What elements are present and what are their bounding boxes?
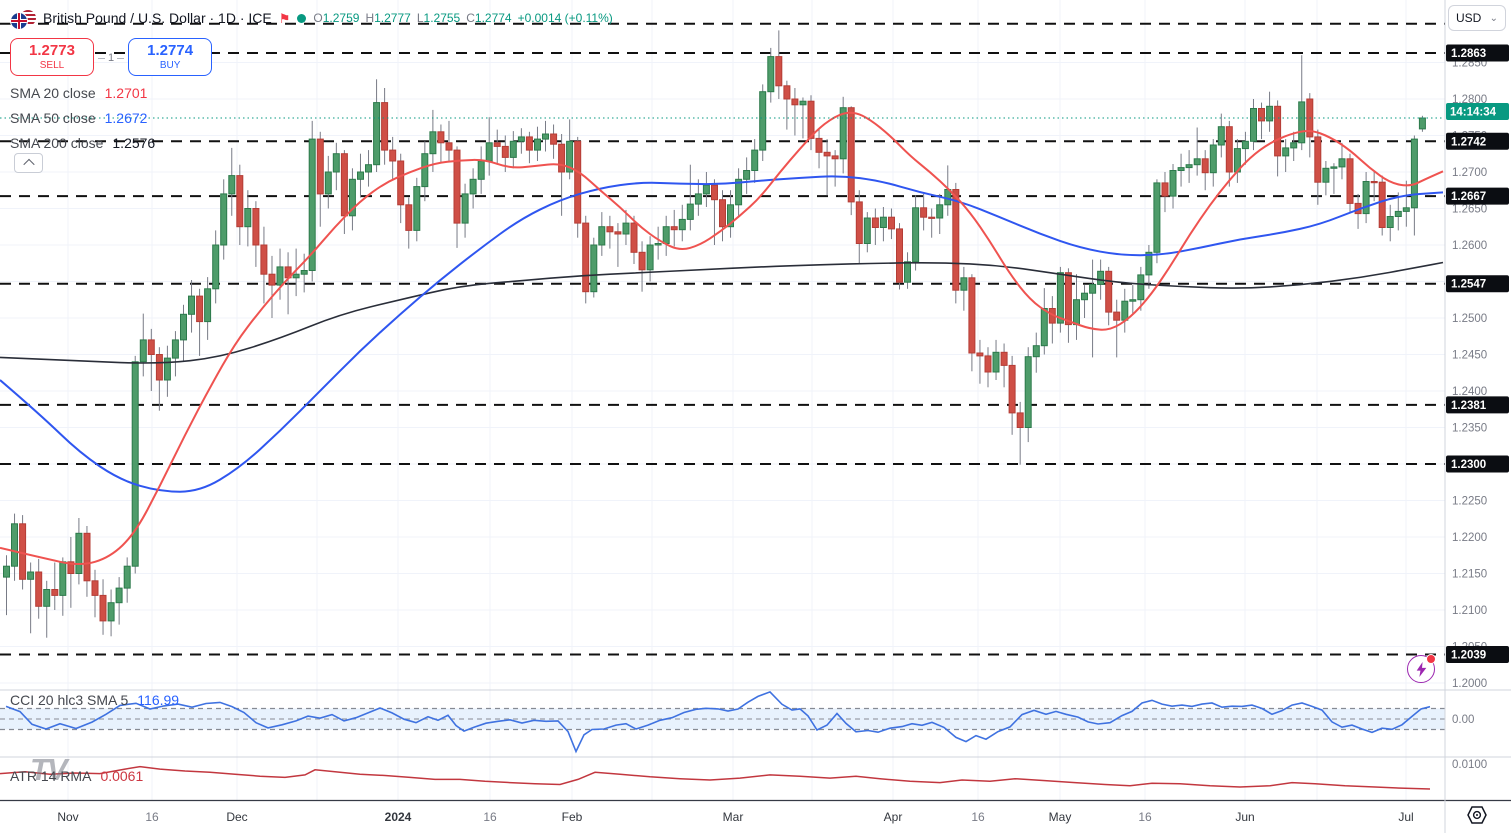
- currency-dropdown[interactable]: USD ⌄: [1448, 5, 1506, 31]
- symbol-title[interactable]: British Pound / U.S. Dollar · 1D · ICE: [43, 10, 272, 26]
- open-label: O: [313, 11, 323, 25]
- currency-label: USD: [1456, 11, 1482, 25]
- svg-text:1.2547: 1.2547: [1451, 279, 1486, 291]
- spread-indicator: 1: [98, 52, 125, 64]
- legend-collapse-button[interactable]: [14, 153, 43, 173]
- price-axis[interactable]: 1.28501.28001.27501.27001.26501.26001.25…: [1446, 44, 1509, 772]
- svg-text:1.2300: 1.2300: [1451, 459, 1486, 471]
- svg-text:1.2600: 1.2600: [1452, 240, 1487, 252]
- sell-label: SELL: [39, 59, 65, 71]
- svg-text:0.0100: 0.0100: [1452, 759, 1487, 771]
- sma200-value: 1.2576: [112, 134, 156, 151]
- connection-status-dot: [297, 13, 307, 23]
- sma20-label: SMA 20 close: [10, 84, 96, 101]
- svg-text:1.2381: 1.2381: [1451, 400, 1487, 412]
- svg-text:16: 16: [483, 810, 497, 824]
- svg-text:0.00: 0.00: [1452, 714, 1474, 726]
- notification-dot: [1426, 654, 1436, 664]
- close-label: C: [466, 11, 475, 25]
- symbol-flag-icon: [10, 9, 37, 30]
- symbol-header: British Pound / U.S. Dollar · 1D · ICE ⚑…: [10, 6, 613, 30]
- chevron-down-icon: ⌄: [1489, 12, 1498, 24]
- svg-text:1.2100: 1.2100: [1452, 605, 1487, 617]
- svg-text:1.2650: 1.2650: [1452, 204, 1487, 216]
- tradingview-logo-watermark: TV: [30, 752, 68, 787]
- close-value: 1.2774: [474, 11, 512, 25]
- legend-cci[interactable]: CCI 20 hlc3 SMA 5 116.99: [10, 692, 179, 708]
- pane-settings-icon[interactable]: [1463, 803, 1491, 827]
- indicator-legend-list: SMA 20 close 1.2701 SMA 50 close 1.2672 …: [10, 80, 155, 155]
- chevron-up-icon: [22, 158, 35, 171]
- legend-sma-200[interactable]: SMA 200 close 1.2576: [10, 130, 155, 155]
- atr-value: 0.0061: [100, 768, 144, 784]
- price-levels: [0, 22, 1445, 656]
- svg-text:Feb: Feb: [562, 810, 583, 824]
- atr-label: ATR 14 RMA: [10, 768, 92, 784]
- svg-text:1.2250: 1.2250: [1452, 496, 1487, 508]
- high-label: H: [365, 11, 375, 25]
- svg-text:1.2039: 1.2039: [1451, 650, 1486, 662]
- svg-text:1.2700: 1.2700: [1452, 167, 1487, 179]
- change-value: +0.0014 (+0.11%): [517, 11, 613, 25]
- svg-text:1.2500: 1.2500: [1452, 313, 1487, 325]
- lightning-alert-icon[interactable]: [1407, 654, 1436, 683]
- sell-button[interactable]: 1.2773 SELL: [10, 38, 94, 76]
- sma50-label: SMA 50 close: [10, 109, 96, 126]
- price-grid: [0, 0, 1445, 800]
- time-axis[interactable]: Nov 16 Dec 2024 16 Feb Mar Apr 16 May 16 Jun Jul: [57, 810, 1413, 824]
- atr-series: [0, 765, 1431, 790]
- red-flag-icon[interactable]: ⚑: [278, 10, 291, 26]
- countdown-badge: 14:14:34: [1446, 103, 1509, 120]
- high-value: 1.2777: [374, 11, 411, 25]
- buy-price: 1.2774: [147, 42, 194, 60]
- buy-label: BUY: [159, 59, 181, 71]
- svg-text:Apr: Apr: [884, 810, 903, 824]
- low-label: L: [416, 11, 424, 25]
- svg-text:2024: 2024: [385, 810, 412, 824]
- svg-text:1.2450: 1.2450: [1452, 350, 1487, 362]
- svg-text:1.2667: 1.2667: [1451, 191, 1486, 203]
- svg-text:1.2742: 1.2742: [1451, 136, 1486, 148]
- legend-sma-50[interactable]: SMA 50 close 1.2672: [10, 105, 155, 130]
- sma200-label: SMA 200 close: [10, 134, 104, 151]
- svg-text:Nov: Nov: [57, 810, 78, 824]
- svg-text:16: 16: [1138, 810, 1152, 824]
- buy-button[interactable]: 1.2774 BUY: [128, 38, 213, 76]
- svg-text:Mar: Mar: [723, 810, 744, 824]
- trade-panel: 1.2773 SELL 1 1.2774 BUY: [10, 38, 213, 76]
- svg-text:Dec: Dec: [226, 810, 247, 824]
- svg-text:16: 16: [971, 810, 985, 824]
- svg-text:1.2200: 1.2200: [1452, 532, 1487, 544]
- legend-sma-20[interactable]: SMA 20 close 1.2701: [10, 80, 155, 105]
- sell-price: 1.2773: [29, 42, 75, 60]
- svg-text:Jun: Jun: [1235, 810, 1254, 824]
- candles-series: [3, 30, 1426, 638]
- spread-value: 1: [108, 52, 115, 64]
- cci-series: [5, 690, 1431, 754]
- sma50-value: 1.2672: [104, 109, 148, 126]
- legend-atr[interactable]: ATR 14 RMA 0.0061: [10, 768, 143, 784]
- svg-text:1.2150: 1.2150: [1452, 569, 1487, 581]
- cci-label: CCI 20 hlc3 SMA 5: [10, 692, 129, 708]
- open-value: 1.2759: [322, 11, 360, 25]
- lightning-bolt-icon: [1416, 661, 1426, 677]
- svg-text:Jul: Jul: [1398, 810, 1413, 824]
- svg-text:1.2400: 1.2400: [1452, 386, 1487, 398]
- moving-averages: [0, 111, 1444, 565]
- svg-text:May: May: [1049, 810, 1072, 824]
- svg-text:16: 16: [145, 810, 159, 824]
- svg-text:14:14:34: 14:14:34: [1450, 107, 1497, 119]
- cci-value: 116.99: [137, 692, 180, 708]
- svg-text:1.2863: 1.2863: [1451, 48, 1486, 60]
- low-value: 1.2755: [423, 11, 461, 25]
- svg-text:1.2000: 1.2000: [1452, 678, 1487, 690]
- ohlc-values: O1.2759 H1.2777 L1.2755 C1.2774 +0.0014 …: [313, 11, 612, 25]
- svg-text:1.2350: 1.2350: [1452, 423, 1487, 435]
- cci-pane: [0, 707, 1445, 731]
- sma20-value: 1.2701: [104, 84, 148, 101]
